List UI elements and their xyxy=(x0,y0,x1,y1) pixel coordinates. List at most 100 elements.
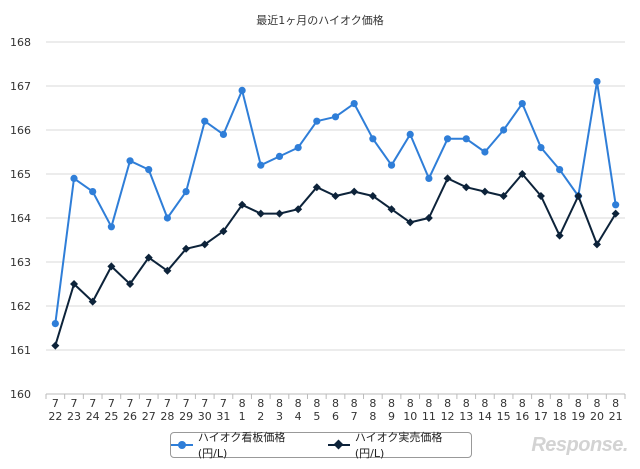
data-point xyxy=(163,214,172,222)
data-point xyxy=(107,262,116,271)
x-tick-label-month: 8 xyxy=(593,397,600,410)
x-tick-label-month: 7 xyxy=(108,397,115,410)
x-tick-label-day: 22 xyxy=(48,410,62,423)
data-point xyxy=(257,161,265,169)
x-tick-label-month: 7 xyxy=(164,397,171,410)
data-point xyxy=(555,231,564,240)
chart-legend: ハイオク看板価格(円/L) ハイオク実売価格(円/L) xyxy=(170,429,472,461)
data-point xyxy=(313,117,321,125)
x-tick-label-day: 3 xyxy=(276,410,283,423)
x-tick-label-month: 8 xyxy=(239,397,246,410)
y-tick-label: 167 xyxy=(10,80,31,93)
y-tick-label: 168 xyxy=(10,36,31,49)
x-tick-label-month: 8 xyxy=(295,397,302,410)
data-point xyxy=(499,192,508,200)
data-point xyxy=(51,320,59,328)
data-point xyxy=(612,201,620,209)
data-point xyxy=(462,135,470,143)
x-tick-label-day: 11 xyxy=(422,410,436,423)
data-point xyxy=(144,253,153,262)
x-tick-label-day: 21 xyxy=(609,410,623,423)
data-point xyxy=(238,86,246,94)
data-point xyxy=(331,113,340,121)
x-tick-label-month: 8 xyxy=(257,397,264,410)
y-tick-label: 165 xyxy=(10,168,31,181)
data-point xyxy=(182,188,190,196)
data-point xyxy=(294,205,303,214)
data-point xyxy=(574,192,583,200)
legend-marker-diamond-icon xyxy=(328,440,350,450)
data-point xyxy=(387,205,396,214)
data-point xyxy=(350,187,359,196)
y-tick-label: 161 xyxy=(10,344,31,357)
x-tick-label-day: 4 xyxy=(295,410,302,423)
y-tick-label: 163 xyxy=(10,256,31,269)
data-point xyxy=(145,166,153,174)
x-tick-label-month: 8 xyxy=(537,397,544,410)
data-point xyxy=(219,130,228,138)
x-tick-label-month: 8 xyxy=(556,397,563,410)
x-tick-label-month: 8 xyxy=(388,397,395,410)
data-point xyxy=(219,227,228,236)
data-point xyxy=(89,188,97,196)
x-tick-label-month: 8 xyxy=(276,397,283,410)
data-point xyxy=(368,192,377,200)
y-tick-label: 160 xyxy=(10,388,31,401)
data-point xyxy=(611,209,620,218)
x-tick-label-day: 8 xyxy=(369,410,376,423)
data-point xyxy=(592,240,601,249)
data-point xyxy=(518,100,526,108)
x-tick-label-day: 18 xyxy=(553,410,567,423)
data-point xyxy=(536,192,545,200)
x-tick-label-month: 8 xyxy=(612,397,619,410)
x-tick-label-month: 8 xyxy=(351,397,358,410)
x-tick-label-day: 24 xyxy=(86,410,100,423)
x-tick-label-month: 7 xyxy=(89,397,96,410)
x-tick-label-month: 8 xyxy=(575,397,582,410)
data-point xyxy=(238,200,247,209)
x-tick-label-day: 6 xyxy=(332,410,339,423)
data-point xyxy=(163,266,172,275)
x-tick-label-day: 30 xyxy=(198,410,212,423)
data-point xyxy=(425,174,433,182)
chart-title: 最近1ヶ月のハイオク価格 xyxy=(256,14,384,27)
data-point xyxy=(424,214,433,222)
data-point xyxy=(350,100,358,108)
x-tick-label-day: 10 xyxy=(403,410,417,423)
data-point xyxy=(275,209,284,218)
x-tick-label-day: 1 xyxy=(239,410,246,423)
data-point xyxy=(331,192,340,200)
legend-marker-circle-icon xyxy=(171,440,193,450)
data-point xyxy=(312,183,321,192)
data-point xyxy=(70,280,79,288)
x-tick-label-month: 7 xyxy=(71,397,78,410)
data-point xyxy=(182,244,191,253)
x-tick-label-month: 7 xyxy=(52,397,59,410)
data-point xyxy=(518,170,527,178)
data-point xyxy=(406,218,415,227)
data-point xyxy=(200,240,209,249)
x-tick-label-day: 5 xyxy=(313,410,320,423)
legend-label-actual-price: ハイオク実売価格(円/L) xyxy=(354,431,443,460)
x-tick-label-month: 7 xyxy=(127,397,134,410)
x-tick-label-day: 7 xyxy=(351,410,358,423)
data-point xyxy=(480,187,489,196)
data-point xyxy=(51,341,60,350)
x-tick-label-day: 28 xyxy=(160,410,174,423)
x-tick-label-month: 8 xyxy=(500,397,507,410)
x-tick-label-month: 8 xyxy=(369,397,376,410)
legend-item-list-price[interactable]: ハイオク看板価格(円/L) xyxy=(171,429,314,461)
x-tick-label-day: 14 xyxy=(478,410,492,423)
data-point xyxy=(537,144,545,152)
x-tick-label-day: 29 xyxy=(179,410,193,423)
x-tick-label-day: 13 xyxy=(459,410,473,423)
y-tick-label: 166 xyxy=(10,124,31,137)
x-tick-label-day: 19 xyxy=(571,410,585,423)
data-point xyxy=(406,130,414,138)
legend-item-actual-price[interactable]: ハイオク実売価格(円/L) xyxy=(328,429,471,461)
data-point xyxy=(275,152,284,160)
data-point xyxy=(201,117,209,125)
data-point xyxy=(499,126,508,134)
x-tick-label-day: 2 xyxy=(257,410,264,423)
